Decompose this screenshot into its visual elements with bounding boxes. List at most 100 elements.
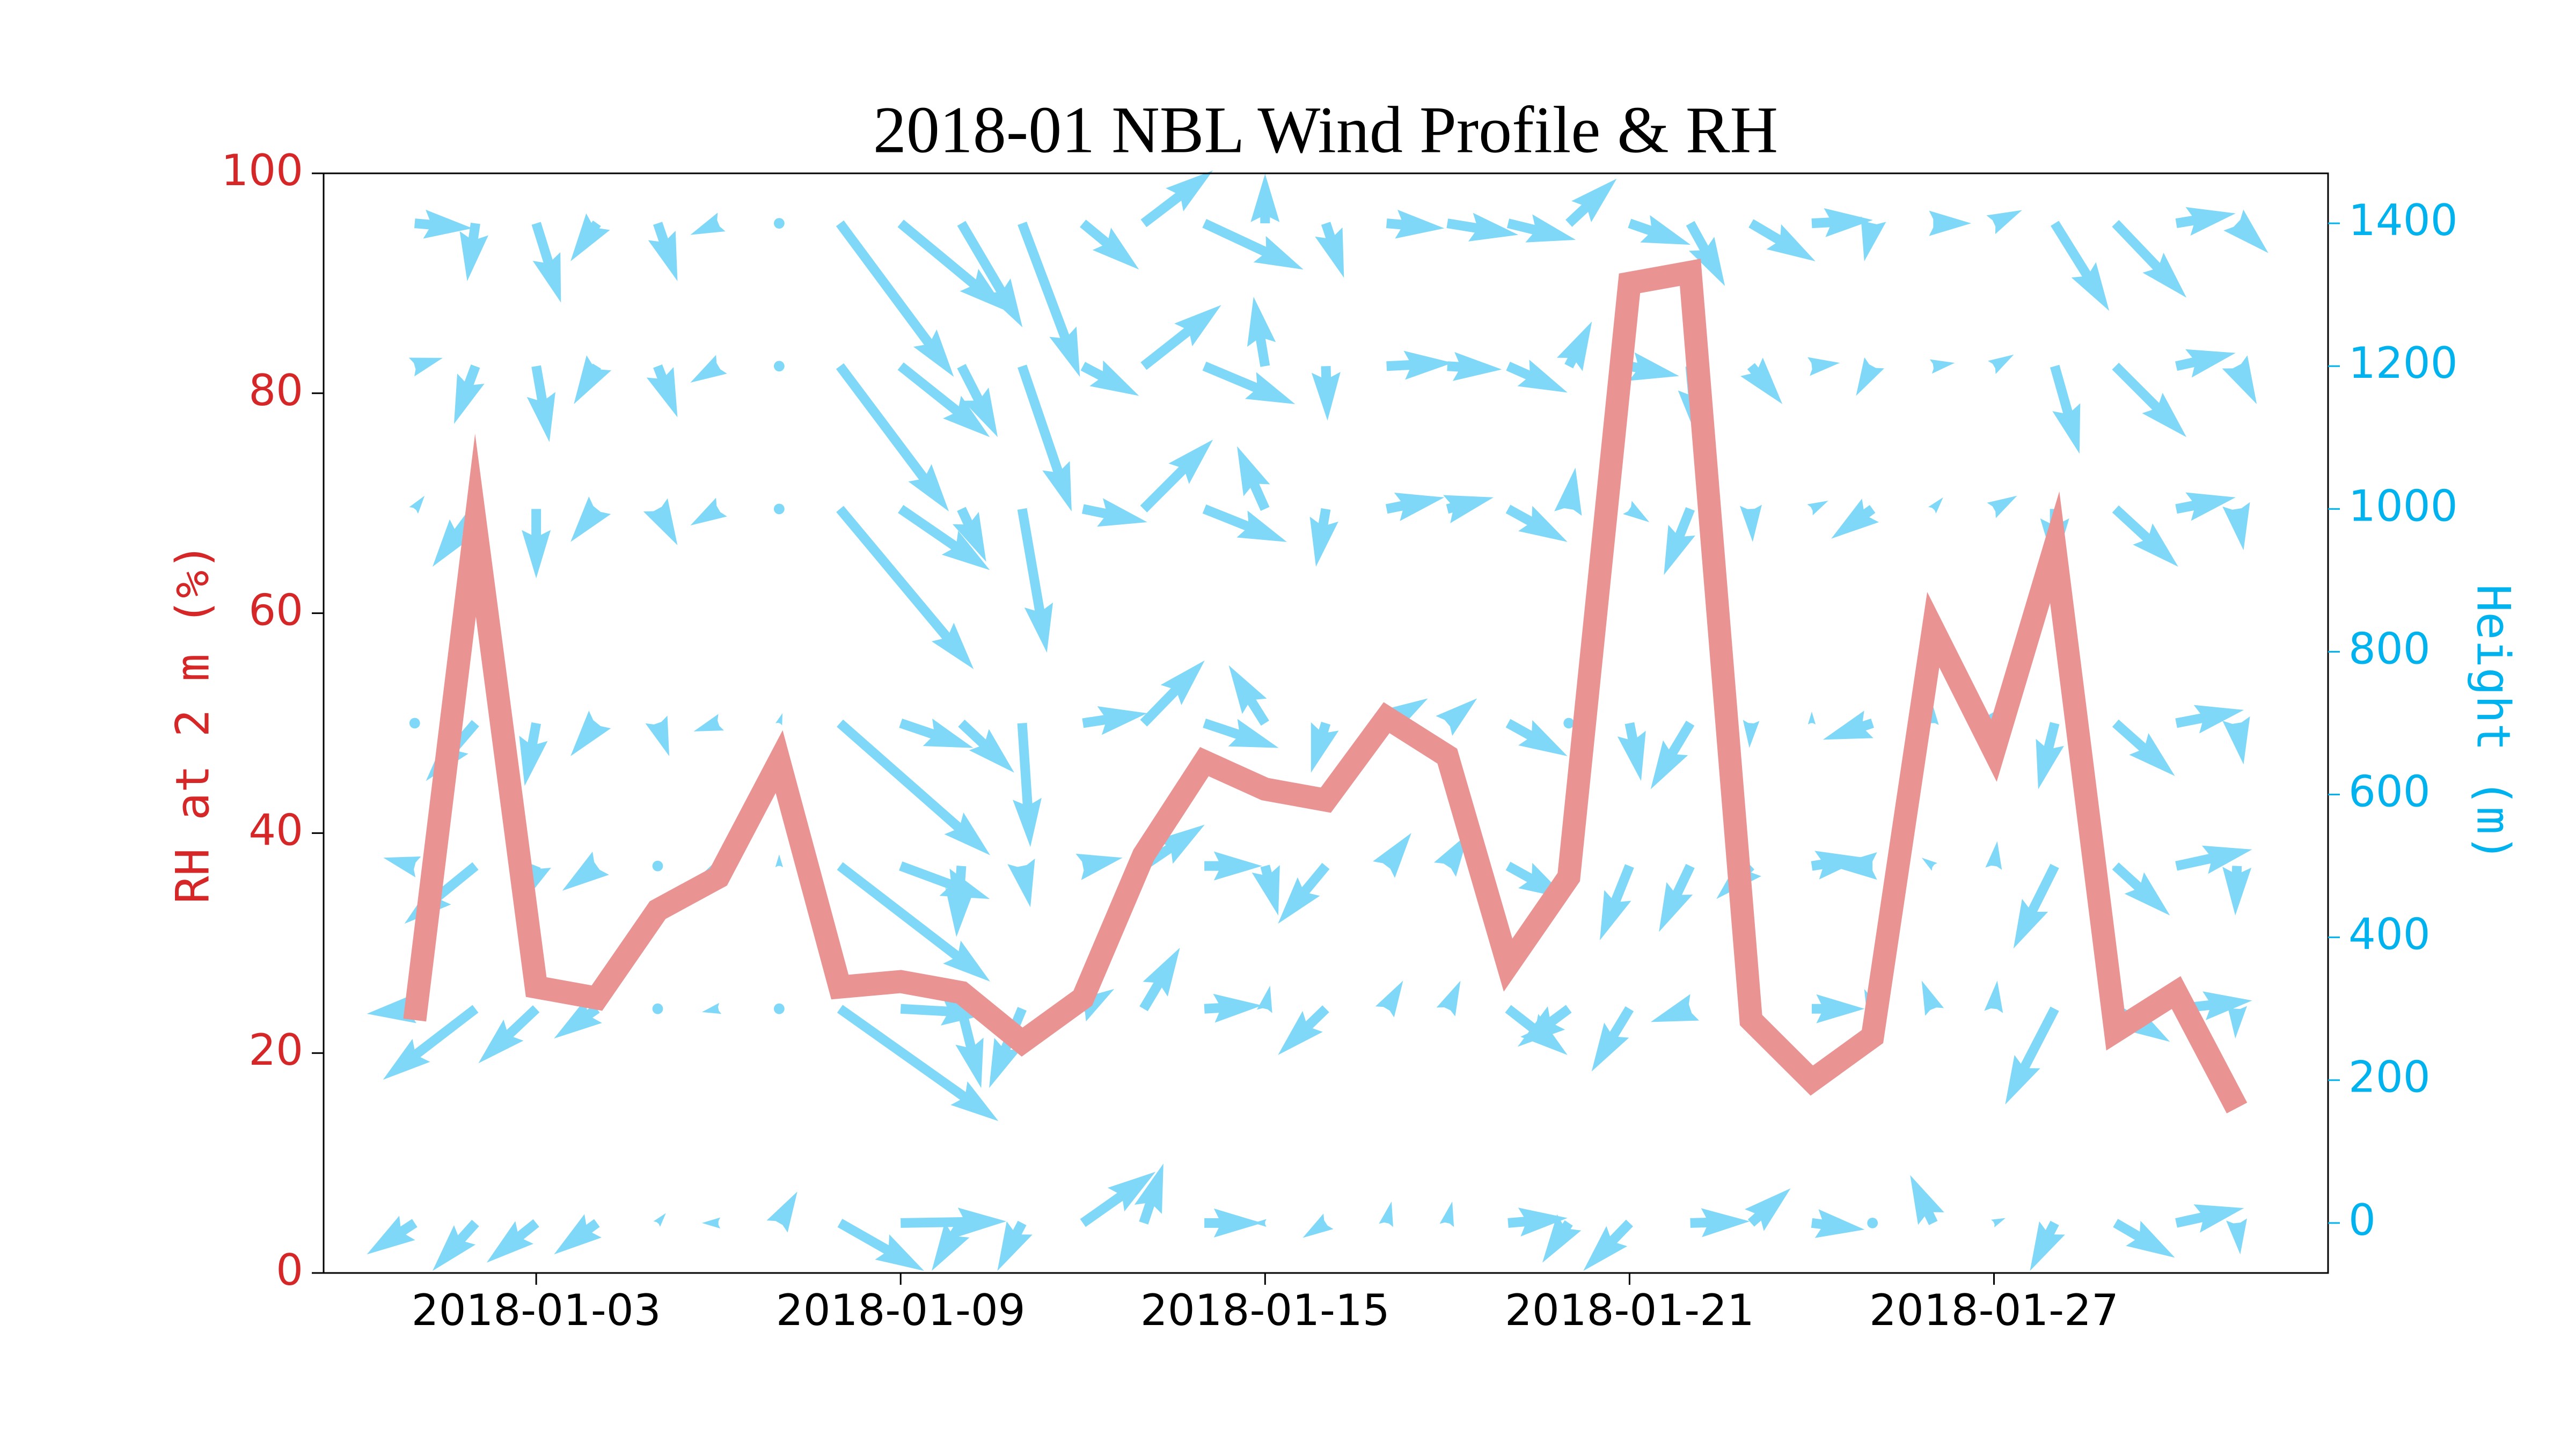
y-tick-label: 0 bbox=[276, 1245, 303, 1295]
wind-arrow bbox=[648, 222, 678, 281]
wind-arrow bbox=[1861, 216, 1886, 261]
chart-title: 2018-01 NBL Wind Profile & RH bbox=[873, 93, 1778, 166]
wind-arrow bbox=[1140, 170, 1213, 228]
wind-arrow bbox=[1253, 1219, 1267, 1227]
wind-arrow bbox=[1921, 980, 1944, 1016]
wind-arrow bbox=[1811, 994, 1865, 1023]
wind-arrow bbox=[1984, 980, 2003, 1013]
wind-arrow bbox=[1740, 357, 1783, 405]
wind-arrow bbox=[2223, 209, 2268, 253]
wind-arrow bbox=[1987, 495, 2017, 518]
wind-arrow bbox=[478, 1005, 540, 1064]
wind-arrow bbox=[1988, 354, 2014, 374]
wind-arrow bbox=[773, 361, 785, 372]
wind-arrow bbox=[1017, 508, 1053, 653]
y2-tick-label: 0 bbox=[2348, 1195, 2376, 1245]
wind-arrow bbox=[997, 1220, 1033, 1271]
wind-arrow bbox=[643, 498, 678, 546]
wind-arrow bbox=[1202, 218, 1304, 270]
y2-tick-label: 800 bbox=[2348, 624, 2431, 674]
wind-arrow bbox=[1739, 504, 1762, 542]
wind-arrow bbox=[1204, 851, 1262, 881]
wind-arrow bbox=[432, 1219, 479, 1271]
wind-arrow bbox=[1256, 985, 1272, 1013]
wind-arrow bbox=[2175, 492, 2236, 521]
wind-arrow bbox=[901, 1208, 1007, 1237]
y2-tick-label: 400 bbox=[2348, 910, 2431, 960]
wind-arrow bbox=[1650, 994, 1700, 1022]
y2-tick-label: 200 bbox=[2348, 1052, 2431, 1102]
wind-arrow bbox=[1507, 1208, 1568, 1237]
wind-arrow bbox=[1140, 824, 1205, 870]
wind-arrow bbox=[836, 363, 949, 512]
wind-arrow bbox=[1140, 660, 1205, 727]
wind-arrow bbox=[653, 1213, 666, 1227]
wind-arrow bbox=[1867, 1217, 1878, 1228]
wind-arrow bbox=[414, 209, 473, 239]
wind-arrow bbox=[701, 1002, 722, 1014]
wind-arrow bbox=[1072, 989, 1115, 1022]
wind-arrow bbox=[459, 222, 489, 281]
wind-arrow bbox=[2175, 349, 2236, 378]
wind-arrow bbox=[1856, 357, 1885, 396]
wind-arrow bbox=[773, 218, 785, 229]
wind-arrow bbox=[1823, 711, 1874, 740]
wind-arrow bbox=[1505, 719, 1568, 757]
wind-arrow bbox=[1311, 721, 1339, 773]
y2-tick-label: 1400 bbox=[2348, 195, 2458, 245]
wind-arrow bbox=[1583, 1219, 1633, 1271]
wind-arrow bbox=[1386, 350, 1453, 380]
wind-arrow bbox=[1082, 706, 1147, 735]
wind-arrow bbox=[1204, 1208, 1262, 1238]
wind-arrow bbox=[1202, 504, 1287, 542]
wind-arrow bbox=[383, 856, 421, 877]
wind-arrow bbox=[1204, 993, 1262, 1023]
wind-arrow bbox=[957, 364, 998, 437]
wind-arrow bbox=[1080, 1172, 1156, 1227]
wind-arrow bbox=[526, 365, 555, 442]
wind-arrow bbox=[2050, 364, 2081, 454]
wind-arrow bbox=[1807, 711, 1816, 724]
wind-arrow bbox=[957, 221, 1023, 327]
wind-arrow bbox=[2175, 705, 2244, 734]
wind-arrow bbox=[1140, 305, 1221, 370]
wind-arrow bbox=[1436, 980, 1461, 1016]
wind-arrow bbox=[531, 222, 561, 303]
wind-arrow bbox=[1811, 208, 1873, 237]
wind-arrow bbox=[1278, 862, 1330, 924]
wind-arrow bbox=[1228, 665, 1269, 726]
wind-arrow bbox=[645, 715, 670, 757]
wind-arrow bbox=[1517, 1005, 1572, 1047]
wind-arrow bbox=[1202, 361, 1296, 405]
wind-arrow bbox=[1203, 718, 1279, 748]
wind-arrow bbox=[1831, 499, 1879, 539]
wind-arrow bbox=[1447, 352, 1502, 381]
wind-arrow bbox=[2227, 1005, 2248, 1039]
wind-arrow bbox=[1986, 210, 2022, 235]
y-tick-label: 60 bbox=[248, 586, 303, 635]
wind-arrow bbox=[2222, 866, 2252, 916]
wind-arrow bbox=[367, 1216, 418, 1255]
plot-frame bbox=[323, 172, 2329, 1274]
wind-arrow bbox=[383, 1005, 479, 1080]
wind-arrow bbox=[693, 714, 724, 731]
wind-arrow bbox=[690, 497, 727, 526]
wind-arrow bbox=[945, 865, 975, 937]
wind-arrow bbox=[1309, 508, 1338, 567]
y2-axis-label: Height (m) bbox=[2467, 584, 2520, 862]
wind-arrow bbox=[2222, 502, 2250, 551]
wind-arrow bbox=[773, 1003, 785, 1014]
wind-arrow bbox=[955, 1007, 984, 1088]
wind-arrow bbox=[1600, 864, 1634, 941]
wind-arrow bbox=[1252, 865, 1280, 916]
wind-arrow bbox=[1807, 357, 1840, 376]
x-tick-label: 2018-01-21 bbox=[1505, 1285, 1754, 1335]
wind-arrow bbox=[1591, 1006, 1634, 1072]
wind-arrow bbox=[1985, 841, 2002, 870]
wind-arrow bbox=[1375, 980, 1403, 1018]
wind-arrow bbox=[574, 355, 612, 405]
wind-arrow bbox=[1628, 215, 1691, 245]
wind-arrow bbox=[1080, 219, 1139, 270]
wind-arrow bbox=[773, 503, 785, 515]
